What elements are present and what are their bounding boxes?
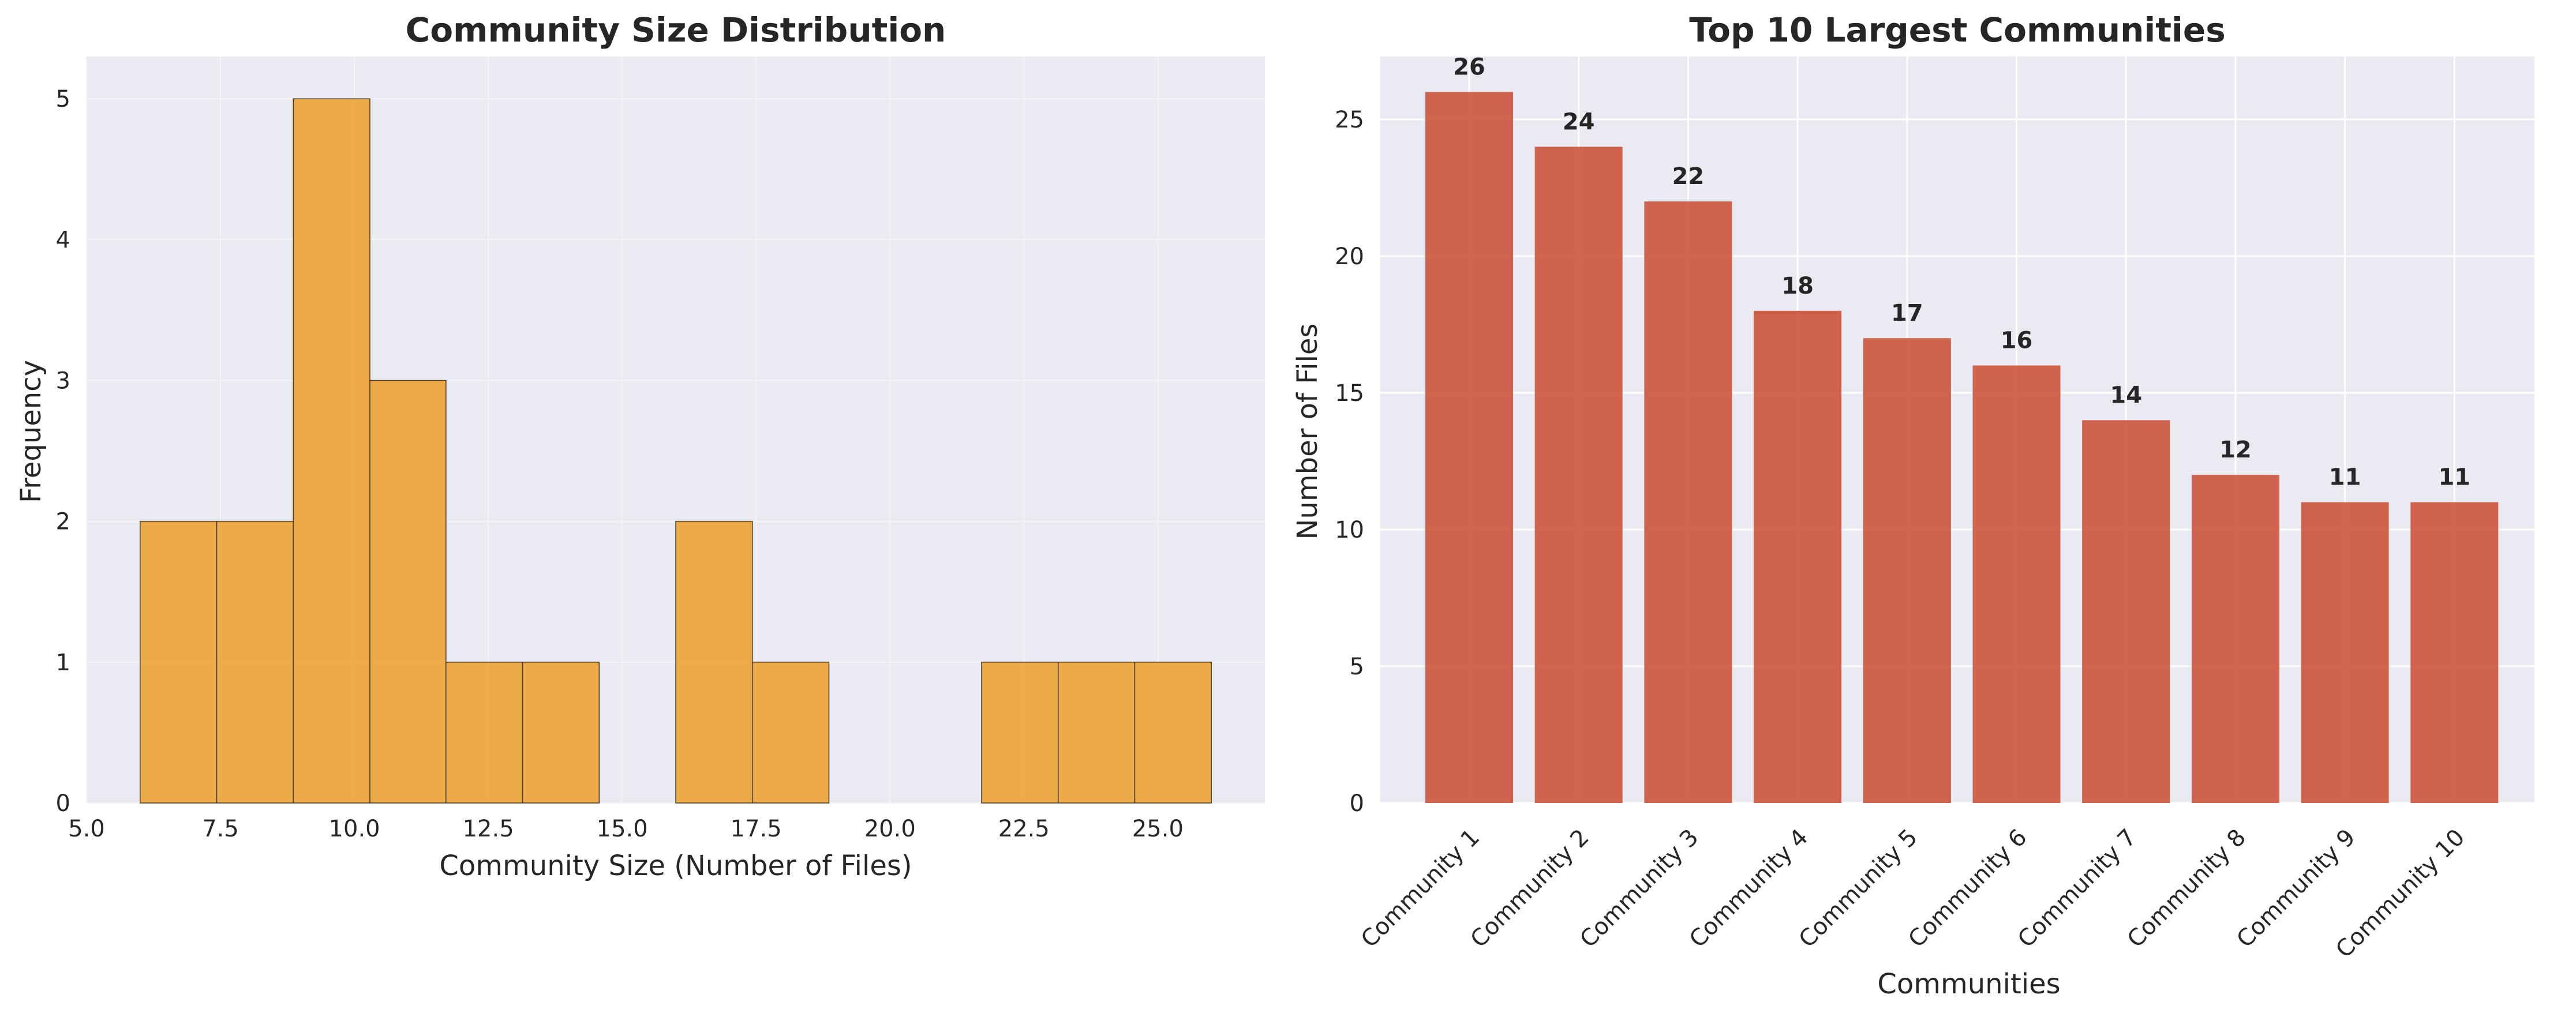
histogram-bars	[140, 98, 1212, 804]
top-communities-y-axis-label: Number of Files	[1291, 324, 1324, 540]
histogram-bar	[445, 662, 523, 804]
top-communities-bar	[1863, 338, 1951, 803]
histogram-y-axis-label: Frequency	[15, 360, 47, 503]
top-communities-bar	[2191, 475, 2279, 803]
top-communities-x-axis-label: Communities	[1877, 968, 2060, 1000]
top-communities-y-tick-label: 0	[1350, 790, 1364, 817]
histogram-title: Community Size Distribution	[406, 10, 946, 50]
top-communities-bar	[2301, 502, 2389, 803]
top-communities-data-label: 26	[1453, 54, 1485, 81]
top-communities-data-label: 16	[2001, 328, 2033, 354]
histogram-x-tick-label: 15.0	[597, 816, 648, 842]
top-communities-data-labels: 26 24 22 18 17 16 14 12 11 11	[1453, 54, 2470, 491]
top-communities-y-tick-label: 20	[1335, 243, 1364, 270]
histogram-y-ticks: 0 1 2 3 4 5	[56, 86, 70, 817]
histogram-y-tick-label: 2	[56, 509, 70, 535]
histogram-bar	[369, 380, 447, 804]
top-communities-bar	[1972, 365, 2061, 803]
histogram-x-axis-label: Community Size (Number of Files)	[439, 850, 912, 882]
histogram-bar	[216, 520, 294, 804]
top-communities-y-tick-label: 10	[1335, 517, 1364, 543]
histogram-bar	[1057, 662, 1136, 804]
top-communities-data-label: 12	[2219, 437, 2252, 463]
top-communities-bar	[1644, 201, 1732, 804]
histogram-x-tick-label: 5.0	[68, 816, 105, 842]
histogram-bar	[1134, 662, 1212, 804]
top-communities-bar	[1425, 92, 1513, 804]
top-communities-data-label: 24	[1563, 108, 1595, 135]
histogram-bar	[751, 662, 830, 804]
top-communities-y-tick-label: 5	[1350, 654, 1364, 680]
top-communities-data-label: 11	[2438, 464, 2470, 491]
top-communities-data-label: 18	[1781, 273, 1814, 299]
histogram-bar	[522, 662, 600, 804]
top-communities-y-tick-label: 25	[1335, 107, 1364, 133]
top-communities-data-label: 14	[2110, 382, 2142, 408]
histogram-x-tick-label: 10.0	[329, 816, 380, 842]
top-communities-chart: 26 24 22 18 17 16 14 12 11 11 Community 1Communit…	[1291, 10, 2534, 1000]
histogram-bar	[981, 662, 1059, 804]
histogram-x-tick-label: 22.5	[998, 816, 1050, 842]
histogram-chart: 5.0 7.5 10.0 12.5 15.0 17.5 20.0 22.5 25.0 0 1 2 3 4…	[15, 10, 1265, 882]
histogram-bar	[140, 520, 218, 804]
histogram-bar	[293, 98, 370, 804]
top-communities-y-tick-label: 15	[1335, 380, 1364, 407]
top-communities-bar	[1534, 147, 1623, 803]
top-communities-title: Top 10 Largest Communities	[1689, 10, 2226, 50]
histogram-x-tick-label: 20.0	[864, 816, 916, 842]
histogram-x-ticks: 5.0 7.5 10.0 12.5 15.0 17.5 20.0 22.5 25.0	[68, 816, 1184, 842]
histogram-y-tick-label: 5	[56, 86, 70, 112]
top-communities-bar	[2082, 420, 2170, 803]
top-communities-data-label: 17	[1891, 300, 1923, 327]
top-communities-bar	[1754, 310, 1842, 803]
top-communities-bar	[2410, 502, 2499, 803]
histogram-x-tick-label: 7.5	[202, 816, 239, 842]
top-communities-bars	[1425, 92, 2499, 804]
histogram-x-tick-label: 12.5	[463, 816, 514, 842]
histogram-y-tick-label: 0	[56, 790, 70, 817]
histogram-y-tick-label: 3	[56, 368, 70, 395]
histogram-x-tick-label: 25.0	[1132, 816, 1184, 842]
histogram-bar	[675, 520, 753, 804]
histogram-x-tick-label: 17.5	[731, 816, 782, 842]
top-communities-y-ticks: 0 5 10 15 20 25	[1335, 107, 1364, 817]
histogram-y-tick-label: 4	[56, 227, 70, 253]
histogram-y-tick-label: 1	[56, 650, 70, 676]
top-communities-data-label: 22	[1672, 163, 1705, 190]
top-communities-data-label: 11	[2329, 464, 2361, 491]
